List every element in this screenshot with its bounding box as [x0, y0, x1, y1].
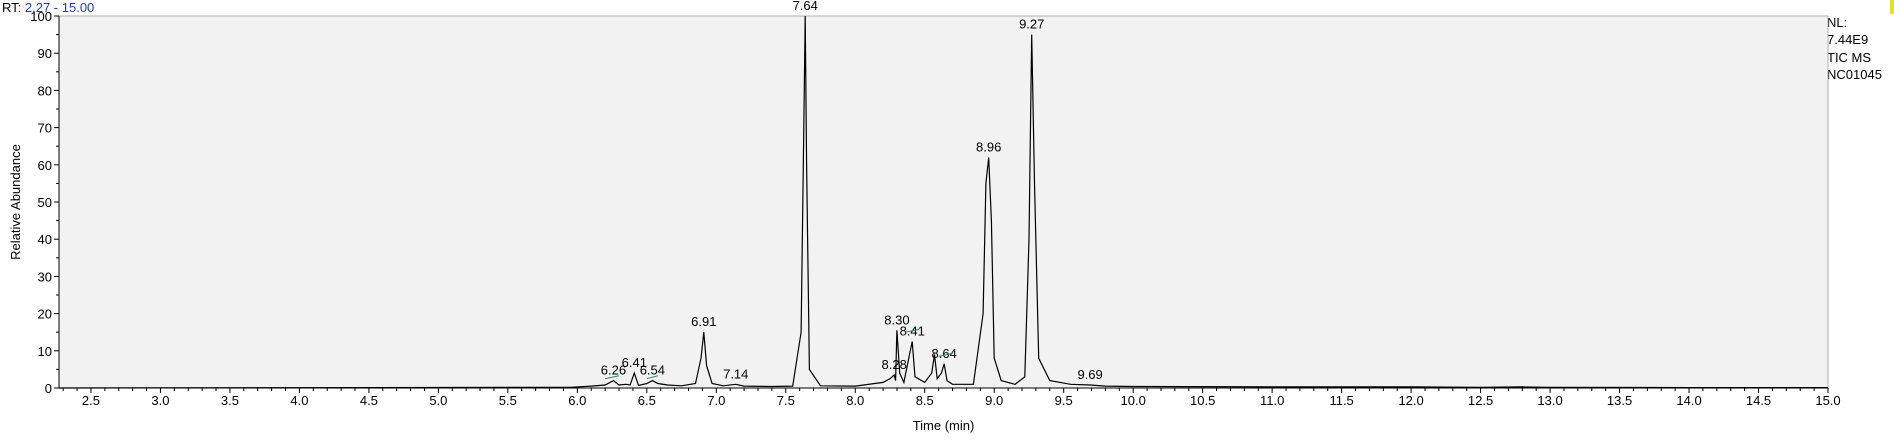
y-tick-label: 100 [30, 9, 52, 24]
x-tick-label: 5.0 [429, 393, 447, 408]
x-tick-label: 3.0 [151, 393, 169, 408]
x-tick-label: 13.5 [1607, 393, 1632, 408]
rt-label: RT: [2, 0, 22, 15]
y-tick-label: 80 [38, 83, 52, 98]
x-tick-label: 8.0 [846, 393, 864, 408]
peak-label: 6.54 [640, 363, 665, 378]
y-tick-label: 70 [38, 121, 52, 136]
x-tick-label: 9.0 [985, 393, 1003, 408]
peak-marker [938, 352, 953, 357]
x-tick-label: 11.5 [1329, 393, 1353, 408]
y-tick-label: 60 [38, 158, 52, 173]
x-tick-label: 11.0 [1260, 393, 1284, 408]
x-tick-label: 6.5 [638, 393, 656, 408]
y-tick-label: 30 [38, 269, 52, 284]
x-tick-label: 12.5 [1468, 393, 1493, 408]
x-tick-label: 10.5 [1190, 393, 1215, 408]
trace-type: TIC MS [1827, 50, 1872, 65]
y-axis-label: Relative Abundance [8, 144, 23, 260]
x-tick-label: 3.5 [221, 393, 239, 408]
y-tick-label: 90 [38, 46, 52, 61]
sample-name: NC01045 [1827, 67, 1882, 82]
x-tick-label: 4.5 [360, 393, 378, 408]
peak-label: 6.26 [601, 363, 626, 378]
x-tick-label: 15.0 [1815, 393, 1840, 408]
y-tick-label: 50 [38, 195, 52, 210]
peak-label: 7.64 [793, 0, 818, 13]
x-tick-label: 2.5 [82, 393, 100, 408]
peak-label: 7.14 [723, 366, 748, 381]
x-tick-label: 4.0 [290, 393, 308, 408]
x-tick-label: 10.0 [1121, 393, 1146, 408]
peak-marker [646, 375, 659, 380]
peak-label: 8.28 [882, 357, 907, 372]
x-tick-label: 6.0 [568, 393, 586, 408]
peak-label: 6.41 [622, 355, 647, 370]
rt-range-header: RT: 2.27 - 15.00 [2, 0, 94, 15]
x-tick-label: 5.5 [499, 393, 517, 408]
peak-label: 9.69 [1077, 367, 1102, 382]
x-axis-label: Time (min) [913, 418, 975, 433]
chromatogram-trace [58, 15, 1828, 389]
peak-label: 8.96 [976, 139, 1001, 154]
peak-marker [605, 375, 620, 380]
x-tick-label: 7.5 [777, 393, 795, 408]
y-tick-label: 0 [45, 381, 52, 396]
x-tick-label: 14.0 [1676, 393, 1701, 408]
peak-label: 9.27 [1019, 17, 1044, 32]
y-tick-label: 40 [38, 232, 52, 247]
peak-label: 8.64 [932, 346, 957, 361]
corner-marker [1890, 0, 1894, 14]
nl-value: 7.44E9 [1827, 32, 1869, 47]
x-tick-label: 8.5 [916, 393, 934, 408]
y-tick-label: 20 [38, 307, 52, 322]
rt-range-value: 2.27 - 15.00 [24, 0, 95, 15]
x-tick-label: 13.0 [1537, 393, 1562, 408]
x-tick-label: 14.5 [1746, 393, 1771, 408]
plot-area [58, 15, 1829, 389]
x-tick-label: 9.5 [1055, 393, 1073, 408]
x-tick-label: 7.0 [707, 393, 725, 408]
peak-marker [905, 328, 920, 333]
nl-label: NL: [1827, 15, 1848, 30]
peak-label: 8.30 [884, 312, 909, 327]
y-tick-label: 10 [38, 344, 52, 359]
x-tick-label: 12.0 [1398, 393, 1423, 408]
peak-label: 6.91 [691, 314, 716, 329]
